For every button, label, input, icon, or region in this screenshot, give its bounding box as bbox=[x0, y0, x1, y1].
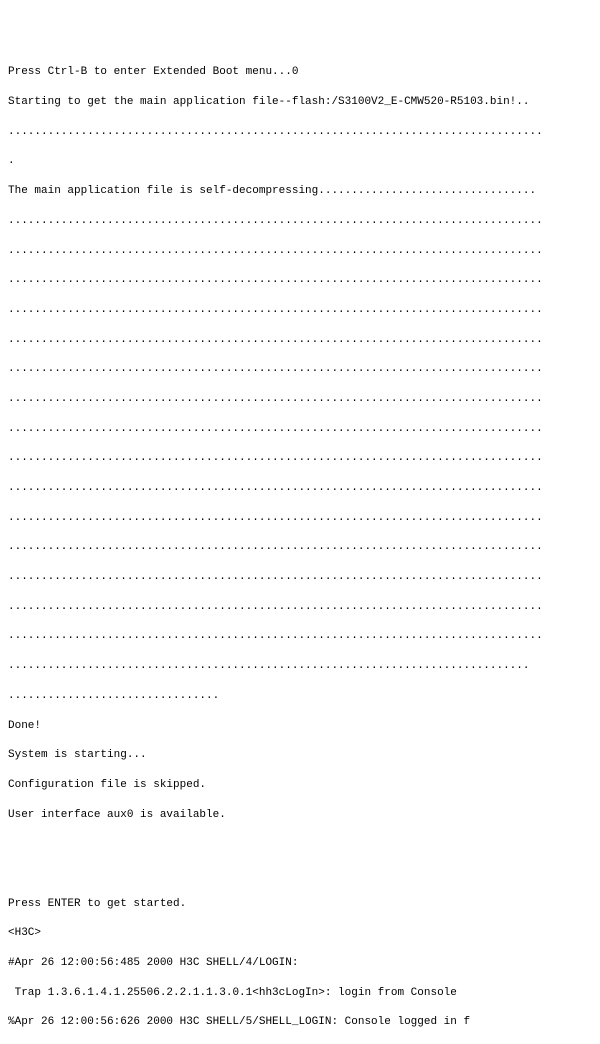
progress-dots-line: ................................ bbox=[8, 689, 592, 704]
blank-line bbox=[8, 837, 592, 852]
progress-dots-line: ........................................… bbox=[8, 214, 592, 229]
boot-extended-menu-line: Press Ctrl-B to enter Extended Boot menu… bbox=[8, 65, 592, 80]
progress-dots-line: ........................................… bbox=[8, 451, 592, 466]
progress-dots-line: ........................................… bbox=[8, 333, 592, 348]
progress-dots-line: ........................................… bbox=[8, 659, 592, 674]
progress-dots-line: ........................................… bbox=[8, 511, 592, 526]
decompressing-line: The main application file is self-decomp… bbox=[8, 184, 592, 199]
trap-log-line: Trap 1.3.6.1.4.1.25506.2.2.1.1.3.0.1<hh3… bbox=[8, 986, 592, 1001]
system-starting-line: System is starting... bbox=[8, 748, 592, 763]
progress-dots-line: ........................................… bbox=[8, 481, 592, 496]
press-enter-line: Press ENTER to get started. bbox=[8, 897, 592, 912]
progress-dots-line: ........................................… bbox=[8, 422, 592, 437]
progress-dots-line: ........................................… bbox=[8, 362, 592, 377]
blank-line bbox=[8, 867, 592, 882]
progress-dots-line: ........................................… bbox=[8, 600, 592, 615]
progress-dots-line: ........................................… bbox=[8, 540, 592, 555]
progress-dots-line: ........................................… bbox=[8, 392, 592, 407]
progress-dots-line: ........................................… bbox=[8, 570, 592, 585]
progress-dots-line: ........................................… bbox=[8, 629, 592, 644]
aux-available-line: User interface aux0 is available. bbox=[8, 808, 592, 823]
done-line: Done! bbox=[8, 719, 592, 734]
progress-dots-line: ........................................… bbox=[8, 125, 592, 140]
shell-login-log-line: %Apr 26 12:00:56:626 2000 H3C SHELL/5/SH… bbox=[8, 1015, 592, 1030]
config-skipped-line: Configuration file is skipped. bbox=[8, 778, 592, 793]
progress-dot-line: . bbox=[8, 154, 592, 169]
progress-dots-line: ........................................… bbox=[8, 303, 592, 318]
login-log-line: #Apr 26 12:00:56:485 2000 H3C SHELL/4/LO… bbox=[8, 956, 592, 971]
cli-prompt[interactable]: <H3C> bbox=[8, 926, 592, 941]
boot-starting-line: Starting to get the main application fil… bbox=[8, 95, 592, 110]
progress-dots-line: ........................................… bbox=[8, 244, 592, 259]
progress-dots-line: ........................................… bbox=[8, 273, 592, 288]
